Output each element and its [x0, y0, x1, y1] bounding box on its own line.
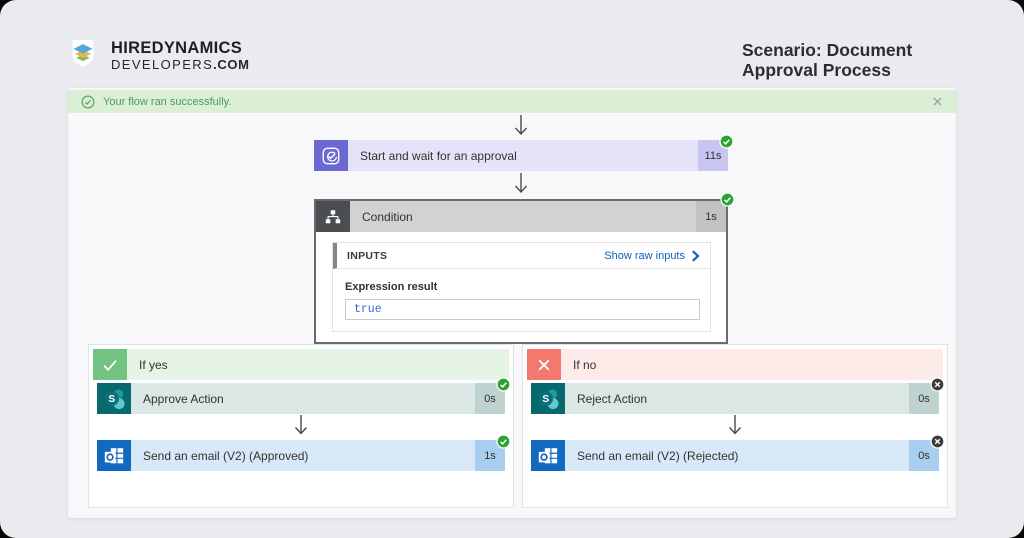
trigger-start-and-wait-approval[interactable]: Start and wait for an approval 11s: [314, 134, 734, 171]
trigger-duration: 11s: [698, 140, 728, 171]
success-banner: Your flow ran successfully.: [68, 90, 956, 113]
action-send-email-approved[interactable]: Send an email (V2) (Approved) 1s: [97, 434, 511, 471]
banner-close-icon[interactable]: [932, 96, 944, 108]
layers-logo-icon: [72, 39, 94, 67]
chevron-right-icon: [692, 249, 700, 262]
svg-text:S: S: [542, 394, 549, 405]
branch-if-no: If no S Reject Action 0s: [522, 344, 948, 508]
condition-card: Condition 1s INPUTS Show raw inputs Expr…: [314, 192, 735, 344]
trigger-status-succeeded-icon: [719, 134, 734, 149]
if-yes-header[interactable]: If yes: [93, 349, 509, 380]
status-skipped-icon: [930, 377, 945, 392]
action-label: Reject Action: [565, 383, 909, 414]
if-yes-label: If yes: [127, 349, 509, 380]
trigger-label: Start and wait for an approval: [348, 140, 698, 171]
outlook-icon: [97, 440, 131, 471]
brand-domain: DEVELOPERS.COM: [111, 56, 250, 72]
action-send-email-rejected[interactable]: Send an email (V2) (Rejected) 0s: [531, 434, 945, 471]
check-icon: [93, 349, 127, 380]
condition-status-succeeded-icon: [720, 192, 735, 207]
inputs-panel: INPUTS Show raw inputs Expression result…: [332, 242, 711, 332]
expression-result-label: Expression result: [345, 281, 438, 293]
action-reject[interactable]: S Reject Action 0s: [531, 377, 945, 414]
success-check-icon: [81, 94, 95, 109]
connector-arrow: [513, 173, 529, 198]
condition-details: INPUTS Show raw inputs Expression result…: [316, 232, 726, 342]
cross-icon: [527, 349, 561, 380]
condition-duration: 1s: [696, 201, 726, 232]
sharepoint-icon: S: [531, 383, 565, 414]
outlook-icon: [531, 440, 565, 471]
action-duration: 0s: [909, 383, 939, 414]
branch-if-yes: If yes S Approve Action 0s: [88, 344, 514, 508]
inputs-panel-header: INPUTS Show raw inputs: [333, 243, 710, 269]
sharepoint-icon: S: [97, 383, 131, 414]
action-label: Approve Action: [131, 383, 475, 414]
page-title: Scenario: Document Approval Process: [742, 40, 913, 80]
inputs-panel-body: Expression result true: [333, 269, 710, 331]
connector-arrow: [513, 115, 529, 140]
status-succeeded-icon: [496, 377, 511, 392]
connector-arrow: [523, 414, 947, 440]
if-no-label: If no: [561, 349, 943, 380]
connector-arrow: [89, 414, 513, 440]
action-label: Send an email (V2) (Rejected): [565, 440, 909, 471]
condition-header[interactable]: Condition 1s: [316, 192, 735, 232]
status-succeeded-icon: [496, 434, 511, 449]
action-approve[interactable]: S Approve Action 0s: [97, 377, 511, 414]
show-raw-inputs-link[interactable]: Show raw inputs: [604, 250, 700, 262]
status-skipped-icon: [930, 434, 945, 449]
expression-result-value[interactable]: true: [345, 299, 700, 320]
brand-logo: HIREDYNAMICS DEVELOPERS.COM: [64, 36, 250, 74]
brand-name: HIREDYNAMICS: [111, 38, 243, 57]
svg-text:S: S: [108, 394, 115, 405]
approvals-icon: [314, 140, 348, 171]
action-label: Send an email (V2) (Approved): [131, 440, 475, 471]
inputs-heading: INPUTS: [347, 249, 388, 262]
if-no-header[interactable]: If no: [527, 349, 943, 380]
condition-branch-icon: [316, 201, 350, 232]
condition-label: Condition: [350, 201, 696, 232]
banner-message: Your flow ran successfully.: [103, 95, 232, 108]
